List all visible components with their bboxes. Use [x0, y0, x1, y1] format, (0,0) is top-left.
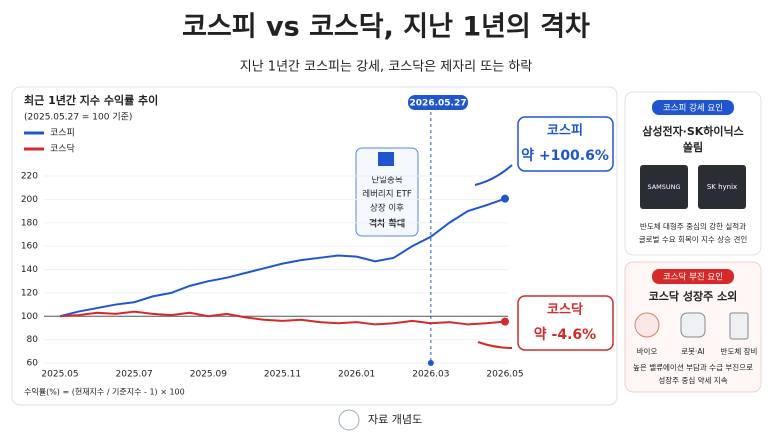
y-tick-label: 120 [21, 288, 38, 298]
panel-tag-text: 코스피 강세 요인 [663, 103, 723, 114]
callout-name: 코스피 [547, 124, 583, 139]
series-line [59, 310, 506, 326]
annotation-box [355, 147, 419, 237]
item-label: 바이오 [637, 346, 658, 356]
footer-text: 자료 개념도 [368, 413, 422, 426]
y-tick-label: 160 [21, 242, 38, 252]
item-label: 반도체 장비 [721, 346, 758, 356]
panel-tag [652, 100, 734, 115]
date-label: 2026.05.27 [410, 99, 467, 109]
y-tick-label: 140 [21, 265, 38, 275]
legend-label: 코스닥 [50, 144, 75, 155]
footnote: 수익률(%) = (현재지수 / 기준지수 - 1) × 100 [24, 387, 185, 397]
x-tick-label: 2025.09 [190, 370, 227, 380]
panel-title: 코스닥 성장주 소외 [649, 289, 738, 303]
panel-desc: 반도체 대형주 중심의 강한 실적과 [640, 221, 746, 231]
date-marker-dot [427, 360, 434, 366]
panel-desc: 성장주 중심 약세 지속 [658, 375, 727, 385]
y-tick-label: 100 [21, 312, 38, 322]
annotation-text: 단일종목 [371, 175, 402, 186]
panel-tag-text: 코스닥 부진 요인 [663, 272, 723, 283]
series-line [59, 197, 506, 318]
x-tick-label: 2026.05 [486, 370, 523, 380]
y-tick-label: 80 [27, 335, 39, 345]
chip-label: SK hynix [707, 183, 737, 191]
callout-text: 약 +100.6% [521, 147, 609, 164]
y-tick-label: 200 [21, 195, 38, 205]
panel-title: 삼성전자·SK하이닉스 [642, 124, 744, 138]
annotation-text: 레버리지 ETF [362, 189, 412, 200]
x-tick-label: 2025.05 [41, 370, 78, 380]
callout-name: 코스닥 [547, 302, 583, 318]
page-title: 코스피 vs 코스닥, 지난 1년의 격차 [182, 12, 590, 43]
callout-box [517, 295, 614, 351]
date-pill [408, 95, 468, 110]
x-tick-label: 2025.07 [116, 370, 153, 380]
x-tick-label: 2025.11 [264, 370, 301, 380]
legend-label: 코스피 [50, 128, 75, 139]
annotation-icon [378, 152, 394, 166]
panel-desc: 글로벌 수요 회복이 지수 상승 견인 [639, 234, 748, 244]
page-subtitle: 지난 1년간 코스피는 강세, 코스닥은 제자리 또는 하락 [240, 60, 533, 75]
callout-box [517, 116, 614, 172]
y-tick-label: 220 [21, 172, 38, 182]
item-icon [729, 312, 749, 340]
callout-text: 약 -4.6% [534, 326, 596, 343]
chart-subtitle: (2025.05.27 = 100 기준) [24, 112, 132, 123]
panel-desc: 높은 밸류에이션 부담과 수급 부진으로 [633, 362, 753, 372]
x-tick-label: 2026.03 [412, 370, 449, 380]
footer-icon [338, 409, 360, 431]
chip-label: SAMSUNG [647, 183, 680, 191]
annotation-text: 격차 확대 [369, 218, 405, 230]
y-tick-label: 60 [27, 359, 39, 369]
y-tick-label: 180 [21, 218, 38, 228]
chip-icon [640, 165, 688, 209]
annotation-text: 상장 이후 [370, 203, 404, 214]
panel-title: 쏠림 [683, 141, 703, 154]
end-point [501, 194, 509, 203]
item-icon [680, 312, 706, 338]
end-point [501, 317, 509, 326]
panel-tag [652, 269, 734, 284]
item-icon [634, 312, 660, 338]
side-panel [624, 91, 762, 256]
chart-title: 최근 1년간 지수 수익률 추이 [24, 93, 158, 107]
callout-arrow [474, 164, 513, 186]
item-label: 로봇·AI [681, 347, 705, 356]
callout-arrow [477, 341, 513, 349]
chip-icon [698, 165, 746, 209]
x-tick-label: 2026.01 [338, 370, 375, 380]
